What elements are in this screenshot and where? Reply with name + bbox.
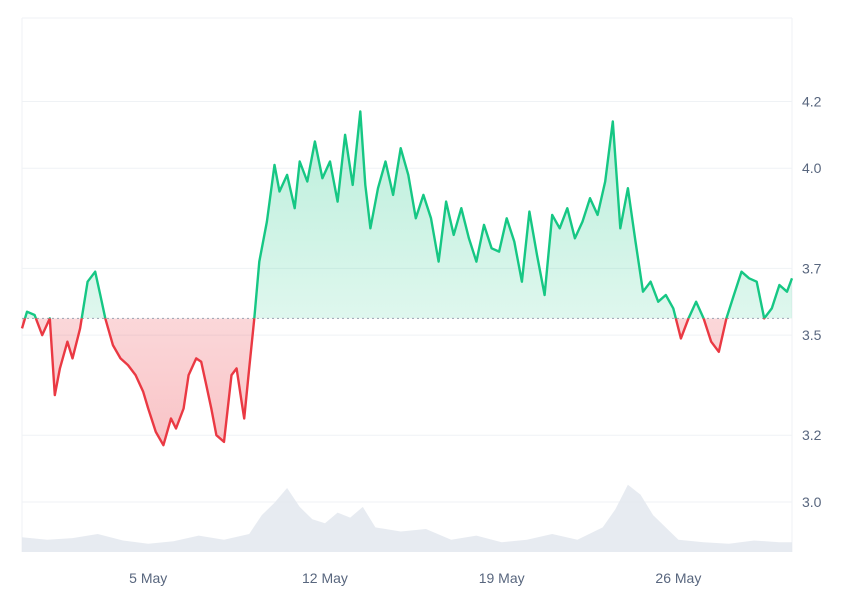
y-axis: 3.0 3.2 3.5 3.7 4.0 4.2	[802, 93, 822, 510]
area-above-baseline	[25, 111, 792, 319]
y-tick-label-5: 4.2	[802, 93, 822, 109]
area-below-baseline	[22, 318, 792, 446]
volume-area	[22, 484, 792, 552]
y-tick-label-0: 3.0	[802, 494, 822, 510]
x-tick-label-0: 5 May	[129, 570, 167, 586]
x-tick-label-2: 19 May	[479, 570, 525, 586]
x-axis: 5 May 12 May 19 May 26 May	[129, 570, 701, 586]
y-tick-label-3: 3.7	[802, 260, 822, 276]
y-tick-label-1: 3.2	[802, 427, 822, 443]
x-tick-label-3: 26 May	[655, 570, 701, 586]
price-area	[22, 111, 792, 446]
volume-series	[22, 484, 792, 552]
x-tick-label-1: 12 May	[302, 570, 348, 586]
price-line-up	[23, 110, 794, 319]
y-tick-label-4: 4.0	[802, 160, 822, 176]
y-tick-label-2: 3.5	[802, 327, 822, 343]
price-line-down	[20, 318, 766, 447]
price-line	[20, 110, 794, 447]
